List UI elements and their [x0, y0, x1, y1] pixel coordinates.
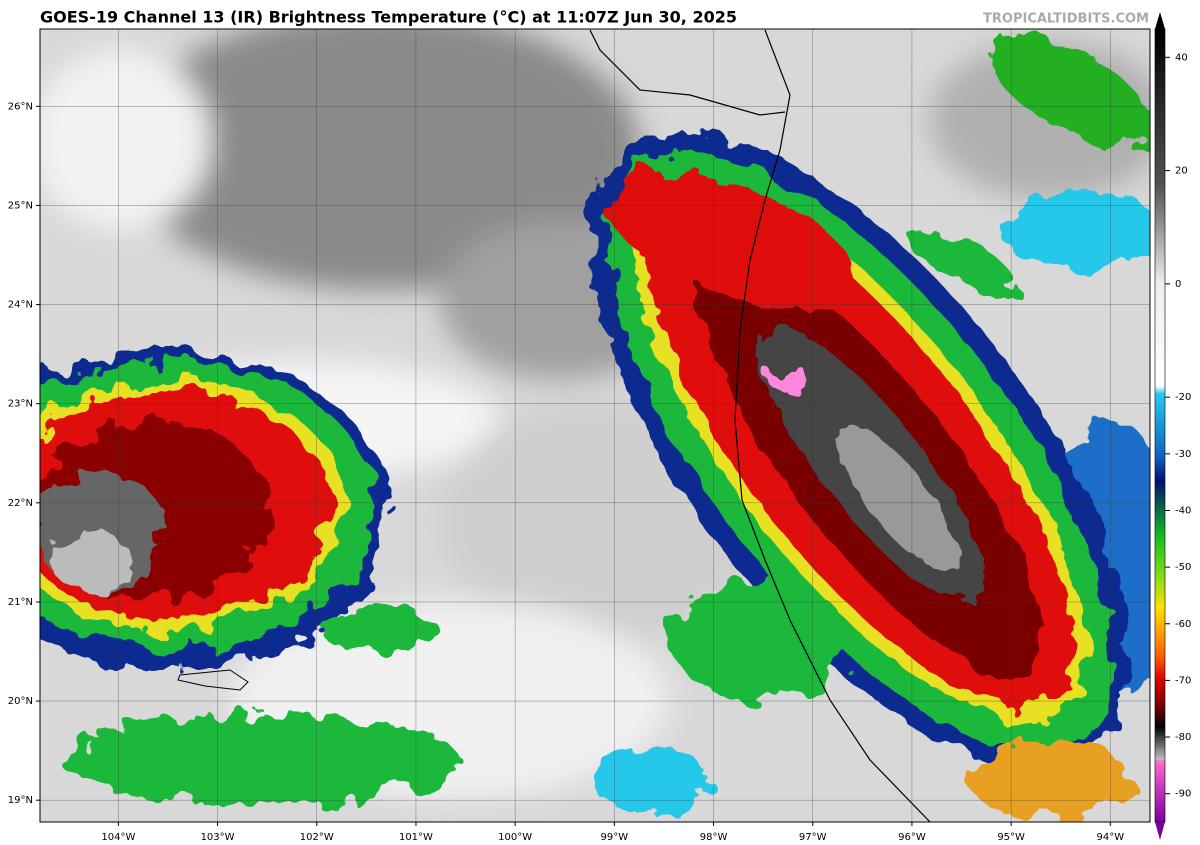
colorbar-tick-label: -30	[1175, 449, 1191, 460]
lon-label: 98°W	[700, 832, 728, 843]
colorbar-tick-label: -60	[1175, 619, 1191, 630]
colorbar-tick-label: 20	[1175, 166, 1188, 177]
watermark: TROPICALTIDBITS.COM	[983, 12, 1149, 27]
lat-label: 23°N	[8, 399, 33, 410]
lon-label: 95°W	[997, 832, 1025, 843]
lon-label: 100°W	[498, 832, 532, 843]
colorbar-under-arrow	[1155, 822, 1165, 840]
lon-label: 94°W	[1097, 832, 1125, 843]
lat-label: 22°N	[8, 498, 33, 509]
lon-label: 99°W	[601, 832, 629, 843]
colorbar-tick-label: -50	[1175, 562, 1191, 573]
colorbar-over-arrow	[1155, 12, 1165, 29]
colorbar-tick-label: -70	[1175, 675, 1191, 686]
lon-label: 103°W	[201, 832, 235, 843]
colorbar-tick-label: -80	[1175, 732, 1191, 743]
lat-label: 26°N	[8, 101, 33, 112]
colorbar-tick-label: -90	[1175, 789, 1191, 800]
lon-label: 101°W	[399, 832, 433, 843]
map-frame	[39, 28, 1151, 823]
map-title: GOES-19 Channel 13 (IR) Brightness Tempe…	[40, 8, 737, 27]
colorbar-tick-label: -40	[1175, 505, 1191, 516]
colorbar-tick-label: 40	[1175, 52, 1188, 63]
colorbar	[1154, 12, 1166, 840]
graticule	[40, 29, 1150, 822]
lat-label: 24°N	[8, 300, 33, 311]
lat-label: 21°N	[8, 597, 33, 608]
lon-label: 102°W	[300, 832, 334, 843]
lon-label: 97°W	[799, 832, 827, 843]
coastline	[589, 29, 931, 822]
lon-label: 96°W	[898, 832, 926, 843]
island-outline	[177, 669, 249, 691]
lat-label: 19°N	[8, 795, 33, 806]
colorbar-tick-label: 0	[1175, 279, 1181, 290]
lat-label: 25°N	[8, 200, 33, 211]
colorbar-scale	[1154, 28, 1166, 823]
lon-label: 104°W	[101, 832, 135, 843]
colorbar-tick-label: -20	[1175, 392, 1191, 403]
lat-label: 20°N	[8, 696, 33, 707]
satellite-imagery	[40, 29, 1150, 822]
